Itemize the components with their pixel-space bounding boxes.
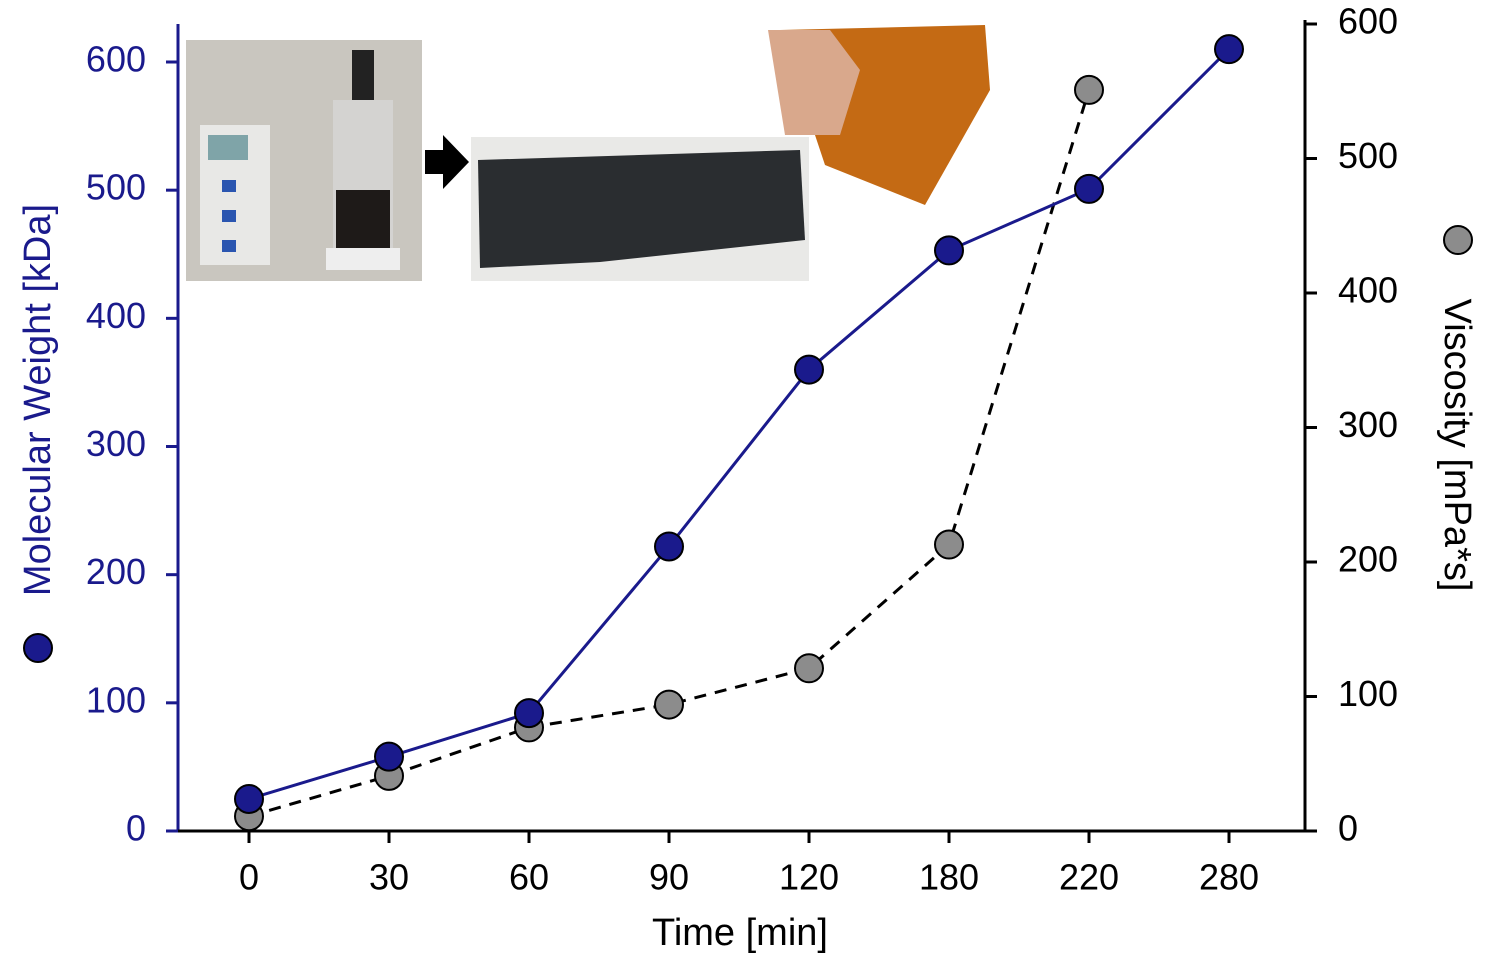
data-point <box>235 785 263 813</box>
photo-block <box>471 137 809 281</box>
x-tick-label: 30 <box>369 857 409 898</box>
x-tick-label: 60 <box>509 857 549 898</box>
data-point <box>795 356 823 384</box>
y2-tick-label: 300 <box>1338 404 1398 445</box>
y2-tick-label: 600 <box>1338 1 1398 42</box>
y-axis-label: Molecular Weight [kDa] <box>17 204 59 596</box>
x-axis-label: Time [min] <box>652 912 828 954</box>
y-tick-label: 500 <box>86 167 146 208</box>
y-tick-label: 600 <box>86 39 146 80</box>
arrow <box>425 135 469 189</box>
data-point <box>1075 175 1103 203</box>
y-legend-marker <box>24 634 52 662</box>
data-point <box>1215 35 1243 63</box>
data-point <box>375 743 403 771</box>
y-tick-label: 100 <box>86 679 146 720</box>
data-point <box>655 691 683 719</box>
y2-tick-label: 400 <box>1338 270 1398 311</box>
data-point <box>935 236 963 264</box>
x-tick-label: 220 <box>1059 857 1119 898</box>
x-tick-label: 0 <box>239 857 259 898</box>
x-tick-label: 120 <box>779 857 839 898</box>
photo-bioreactor <box>186 40 422 281</box>
y2-tick-label: 200 <box>1338 539 1398 580</box>
x-tick-label: 280 <box>1199 857 1259 898</box>
y-tick-label: 0 <box>126 808 146 849</box>
data-point <box>515 699 543 727</box>
chart: Time [min] Molecular Weight [kDa] Viscos… <box>0 0 1499 957</box>
data-point <box>795 654 823 682</box>
data-point <box>935 531 963 559</box>
y2-tick-label: 0 <box>1338 808 1358 849</box>
data-point <box>1075 76 1103 104</box>
x-tick-label: 180 <box>919 857 979 898</box>
x-tick-label: 90 <box>649 857 689 898</box>
y-tick-label: 300 <box>86 423 146 464</box>
y2-axis-label: Viscosity [mPa*s] <box>1436 299 1478 592</box>
y-tick-label: 400 <box>86 295 146 336</box>
y2-tick-label: 500 <box>1338 135 1398 176</box>
y2-legend-marker <box>1444 226 1472 254</box>
y2-tick-label: 100 <box>1338 673 1398 714</box>
data-point <box>655 532 683 560</box>
y-tick-label: 200 <box>86 551 146 592</box>
